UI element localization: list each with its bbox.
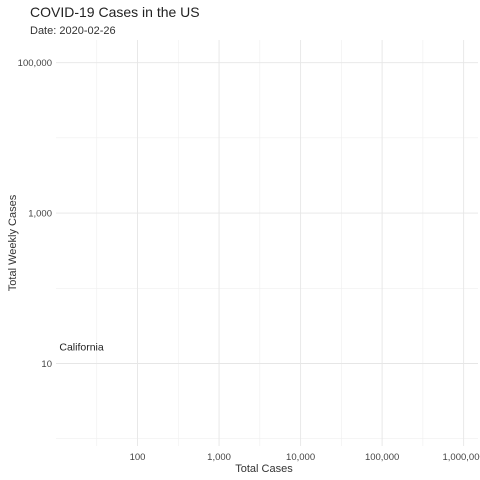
x-tick-label: 100,000 [365, 452, 399, 463]
grid [56, 40, 478, 446]
chart-subtitle: Date: 2020-02-26 [30, 25, 116, 37]
x-tick-label: 10,000 [286, 452, 315, 463]
x-tick-label: 100 [130, 452, 146, 463]
x-tick-label: 1,000 [207, 452, 231, 463]
y-tick-label: 100,000 [18, 58, 52, 69]
y-tick-label: 1,000 [28, 209, 52, 220]
annotations: California [59, 341, 104, 353]
tick-labels: 100 1,000 10,000 100,000 1,000,000 10 1,000 100… [18, 58, 480, 463]
annotation-label: California [59, 341, 104, 353]
y-axis-title: Total Weekly Cases [7, 194, 19, 291]
y-tick-label: 10 [41, 359, 52, 370]
x-axis-title: Total Cases [235, 463, 293, 475]
x-tick-label: 1,000,000 [443, 452, 480, 463]
chart-title: COVID-19 Cases in the US [30, 4, 200, 20]
